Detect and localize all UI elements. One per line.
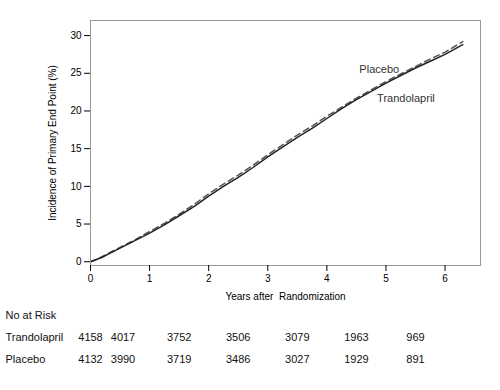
svg-text:3506: 3506 [226, 331, 250, 343]
svg-text:4132: 4132 [78, 353, 102, 365]
svg-text:30: 30 [70, 30, 82, 41]
svg-text:3990: 3990 [111, 353, 135, 365]
svg-text:Placebo: Placebo [6, 353, 46, 365]
svg-text:969: 969 [406, 331, 424, 343]
svg-text:6: 6 [442, 273, 448, 284]
svg-text:20: 20 [70, 105, 82, 116]
svg-text:4017: 4017 [111, 331, 135, 343]
svg-text:10: 10 [70, 181, 82, 192]
svg-text:Trandolapril: Trandolapril [6, 331, 64, 343]
svg-text:No at Risk: No at Risk [6, 309, 57, 321]
svg-text:1: 1 [147, 273, 153, 284]
svg-text:Placebo: Placebo [359, 63, 399, 75]
svg-text:Incidence of Primary End Point: Incidence of Primary End Point (%) [47, 65, 58, 221]
svg-text:2: 2 [206, 273, 212, 284]
svg-text:0: 0 [88, 273, 94, 284]
svg-text:25: 25 [70, 67, 82, 78]
svg-text:3752: 3752 [167, 331, 191, 343]
svg-text:5: 5 [76, 218, 82, 229]
svg-text:5: 5 [383, 273, 389, 284]
svg-text:3719: 3719 [167, 353, 191, 365]
svg-text:3486: 3486 [226, 353, 250, 365]
svg-text:15: 15 [70, 143, 82, 154]
svg-text:Trandolapril: Trandolapril [377, 92, 435, 104]
svg-text:0: 0 [76, 256, 82, 267]
svg-text:3: 3 [265, 273, 271, 284]
svg-text:Years after Randomization: Years after Randomization [225, 291, 345, 302]
svg-text:4: 4 [324, 273, 330, 284]
svg-text:891: 891 [406, 353, 424, 365]
svg-text:3027: 3027 [285, 353, 309, 365]
svg-text:4158: 4158 [78, 331, 102, 343]
svg-text:1929: 1929 [344, 353, 368, 365]
svg-text:3079: 3079 [285, 331, 309, 343]
svg-text:1963: 1963 [344, 331, 368, 343]
